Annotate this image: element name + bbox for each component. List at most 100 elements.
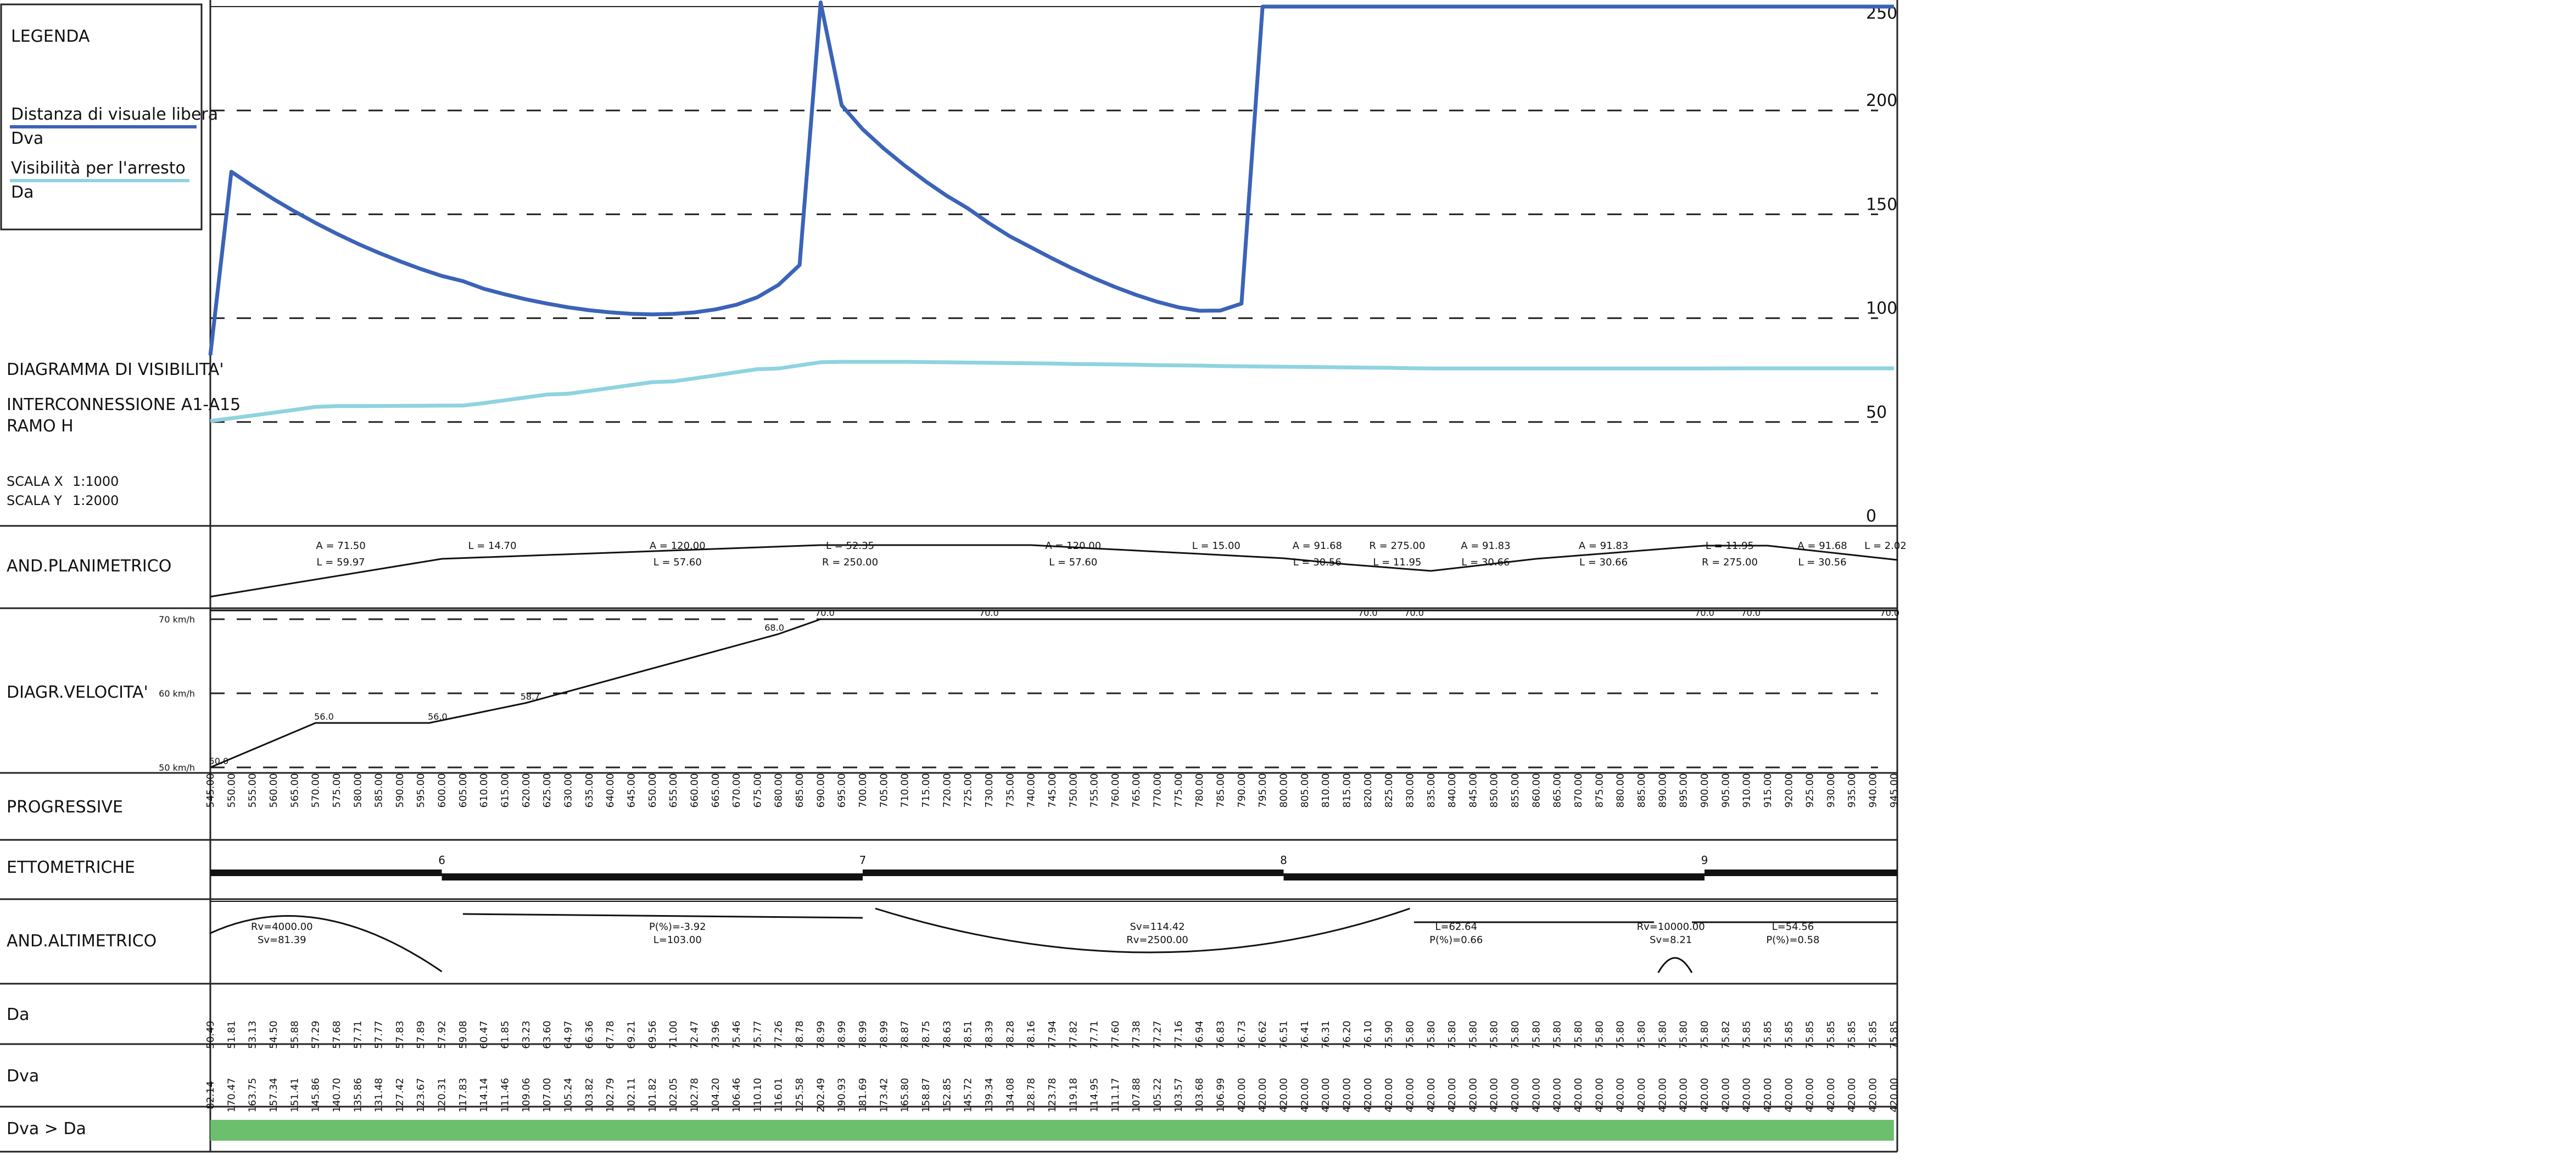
dva-value: 420.00 (1804, 1078, 1816, 1113)
altimetric-label: P(%)=0.58 (1766, 934, 1819, 946)
plan-label: L = 57.60 (1049, 557, 1097, 568)
dva-value: 420.00 (1278, 1078, 1289, 1113)
progressive-label: 715.00 (920, 773, 932, 808)
legend-title: LEGENDA (11, 27, 90, 46)
scale-x-value: 1:1000 (72, 474, 119, 489)
da-value: 75.85 (1741, 1020, 1753, 1049)
plan-label: A = 71.50 (316, 540, 365, 552)
dva-value: 420.00 (1825, 1078, 1837, 1113)
dva-value: 152.85 (941, 1078, 953, 1113)
da-value: 67.78 (605, 1020, 616, 1049)
da-value: 75.90 (1383, 1020, 1395, 1049)
da-value: 77.82 (1068, 1020, 1079, 1049)
progressive-label: 855.00 (1510, 773, 1521, 808)
progressive-label: 830.00 (1404, 773, 1416, 808)
progressive-label: 720.00 (941, 773, 953, 808)
check-bar (210, 1120, 1894, 1141)
progressive-label: 605.00 (457, 773, 469, 808)
progressive-label: 680.00 (773, 773, 785, 808)
altimetric-segment (875, 907, 1410, 954)
da-value: 61.85 (500, 1020, 511, 1049)
dva-value: 82.14 (205, 1081, 216, 1109)
dva-value: 420.00 (1446, 1078, 1458, 1113)
da-value: 75.85 (1825, 1020, 1837, 1049)
dva-value: 117.83 (457, 1078, 469, 1113)
dva-value: 151.41 (289, 1078, 300, 1113)
dva-value: 420.00 (1510, 1078, 1521, 1113)
da-value: 66.36 (584, 1020, 595, 1049)
progressive-label: 945.00 (1888, 773, 1900, 808)
da-value: 78.99 (815, 1020, 826, 1049)
plan-profile-line (210, 544, 1898, 598)
plan-label: L = 15.00 (1192, 540, 1240, 552)
plan-label: A = 91.83 (1461, 540, 1510, 552)
progressive-label: 805.00 (1299, 773, 1311, 808)
scale-y-label: SCALA Y (7, 493, 62, 508)
da-value: 69.21 (625, 1020, 637, 1049)
progressive-label: 550.00 (226, 773, 237, 808)
progressive-label: 765.00 (1131, 773, 1142, 808)
speed-level-label: 50 km/h (159, 762, 195, 773)
y-tick-label: 100 (1866, 299, 1897, 318)
dva-value: 420.00 (1720, 1078, 1731, 1113)
progressive-label: 710.00 (899, 773, 911, 808)
da-value: 55.88 (289, 1020, 300, 1049)
progressive-label: 610.00 (478, 773, 490, 808)
dva-value: 104.20 (710, 1078, 722, 1113)
speed-annotation: 50.0 (209, 756, 229, 766)
ettometric-segment (863, 870, 1284, 876)
da-value: 54.50 (268, 1020, 280, 1049)
dva-value: 420.00 (1257, 1078, 1269, 1113)
plan-label: L = 2.02 (1864, 540, 1907, 552)
dva-value: 105.24 (562, 1078, 574, 1113)
progressive-label: 895.00 (1678, 773, 1690, 808)
da-value: 75.80 (1573, 1020, 1584, 1049)
progressive-label: 545.00 (205, 773, 216, 808)
dva-value: 420.00 (1530, 1078, 1542, 1113)
diagram-subtitle-2: RAMO H (7, 417, 74, 436)
plan-label: A = 91.68 (1293, 540, 1342, 552)
progressive-label: 600.00 (437, 773, 448, 808)
progressive-label: 810.00 (1320, 773, 1332, 808)
da-value: 77.26 (773, 1020, 785, 1049)
progressive-label: 850.00 (1489, 773, 1500, 808)
speed-annotation: 70.0 (815, 608, 835, 618)
progressive-label: 840.00 (1446, 773, 1458, 808)
dva-value: 111.17 (1110, 1078, 1121, 1113)
progressive-label: 905.00 (1720, 773, 1731, 808)
speed-annotation: 58.7 (521, 692, 540, 702)
altimetric-label: L=103.00 (653, 934, 702, 946)
da-value: 75.85 (1804, 1020, 1816, 1049)
da-value: 77.38 (1131, 1020, 1142, 1049)
dva-value: 420.00 (1636, 1078, 1647, 1113)
dva-value: 102.11 (625, 1078, 637, 1113)
dva-value: 102.05 (668, 1078, 679, 1113)
progressive-label: 575.00 (331, 773, 343, 808)
da-value: 76.20 (1341, 1020, 1353, 1049)
visibility-gridlines (210, 6, 1878, 423)
dva-value: 420.00 (1846, 1078, 1858, 1113)
progressive-label: 900.00 (1699, 773, 1711, 808)
da-value: 75.80 (1594, 1020, 1605, 1049)
progressive-label: 645.00 (625, 773, 637, 808)
dva-value: 420.00 (1888, 1078, 1900, 1113)
progressive-label: 660.00 (689, 773, 700, 808)
dva-value: 420.00 (1594, 1078, 1605, 1113)
dva-value: 420.00 (1236, 1078, 1248, 1113)
progressive-label: 820.00 (1362, 773, 1374, 808)
progressive-label: 795.00 (1257, 773, 1269, 808)
da-value: 57.29 (310, 1020, 322, 1049)
dva-value: 134.08 (1004, 1078, 1016, 1113)
dva-value: 116.01 (773, 1078, 785, 1113)
y-tick-label: 200 (1866, 91, 1897, 110)
progressive-label: 935.00 (1846, 773, 1858, 808)
da-value: 75.77 (752, 1020, 763, 1049)
da-value: 51.81 (226, 1020, 237, 1049)
progressive-label: 580.00 (352, 773, 364, 808)
dva-value: 114.95 (1089, 1078, 1100, 1113)
diagram-title: DIAGRAMMA DI VISIBILITA' (7, 360, 224, 379)
progressive-label: 595.00 (415, 773, 427, 808)
ettometric-label: 8 (1280, 854, 1287, 867)
plan-label: L = 30.56 (1798, 557, 1847, 568)
